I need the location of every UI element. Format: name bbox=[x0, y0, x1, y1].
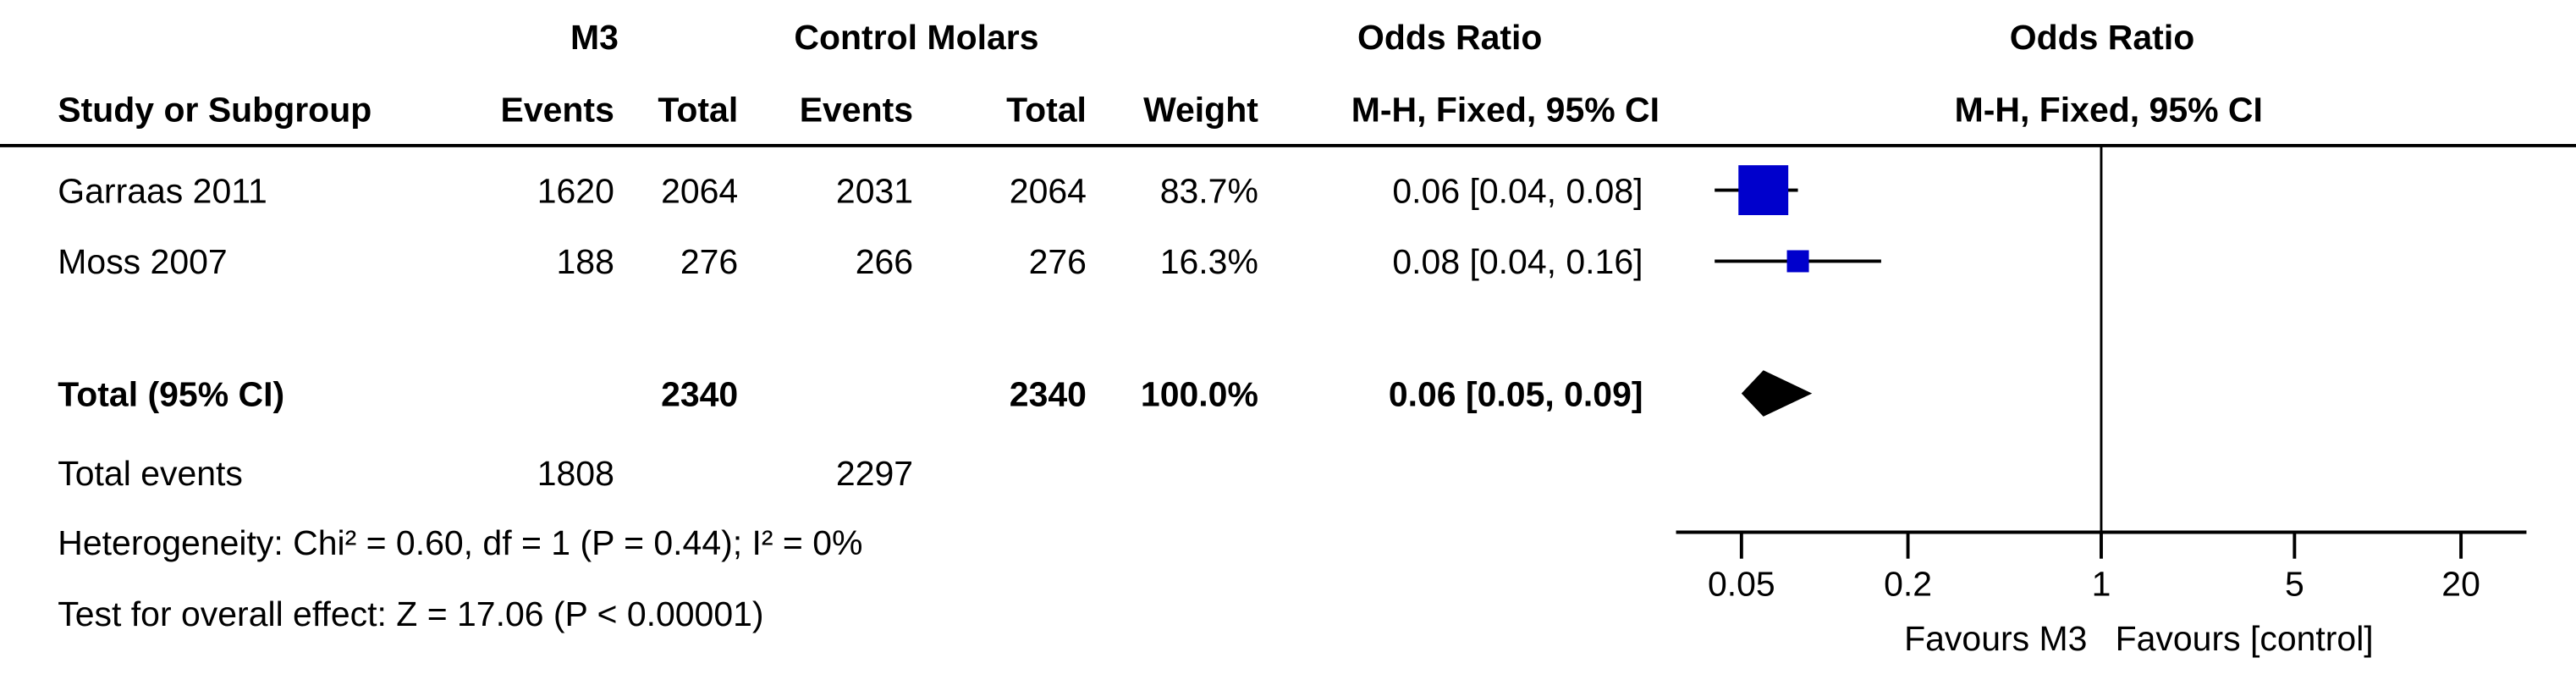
column-header: Events bbox=[501, 91, 614, 130]
x-tick-label: 20 bbox=[2441, 565, 2480, 604]
cell-text: 1808 bbox=[537, 454, 614, 493]
x-tick-label: 5 bbox=[2285, 565, 2304, 604]
cell-text: 0.08 [0.04, 0.16] bbox=[1392, 242, 1643, 281]
cell-text: 276 bbox=[680, 242, 738, 281]
cell-text: 16.3% bbox=[1160, 242, 1258, 281]
cell-text: 2031 bbox=[836, 171, 913, 210]
column-header: Events bbox=[800, 91, 913, 130]
cell-text: 0.06 [0.04, 0.08] bbox=[1392, 171, 1643, 210]
group-header: Control Molars bbox=[794, 18, 1038, 57]
column-header: Weight bbox=[1143, 91, 1258, 130]
effect-box bbox=[1738, 165, 1789, 216]
cell-text: 2297 bbox=[836, 454, 913, 493]
x-tick-label: 0.2 bbox=[1884, 565, 1932, 604]
cell-text: 266 bbox=[856, 242, 913, 281]
study-name: Garraas 2011 bbox=[58, 171, 267, 210]
group-header: Odds Ratio bbox=[2010, 18, 2195, 57]
total-name: Total (95% CI) bbox=[58, 374, 284, 413]
x-tick-label: 1 bbox=[2092, 565, 2111, 604]
total-events-name: Total events bbox=[58, 454, 243, 493]
overall-effect-note: Test for overall effect: Z = 17.06 (P < … bbox=[58, 594, 763, 633]
x-tick-label: 0.05 bbox=[1708, 565, 1775, 604]
cell-text: 2340 bbox=[661, 374, 738, 413]
column-header: Total bbox=[658, 91, 738, 130]
effect-box bbox=[1786, 250, 1809, 273]
axis-label: Favours M3 bbox=[1904, 619, 2087, 658]
heterogeneity-note: Heterogeneity: Chi² = 0.60, df = 1 (P = … bbox=[58, 523, 862, 562]
cell-text: 2064 bbox=[661, 171, 738, 210]
summary-diamond bbox=[1741, 370, 1813, 417]
cell-text: 0.06 [0.05, 0.09] bbox=[1389, 374, 1643, 413]
column-header: M-H, Fixed, 95% CI bbox=[1351, 91, 1660, 130]
group-header: Odds Ratio bbox=[1357, 18, 1543, 57]
column-header: Study or Subgroup bbox=[58, 91, 372, 130]
cell-text: 276 bbox=[1029, 242, 1087, 281]
study-name: Moss 2007 bbox=[58, 242, 227, 281]
axis-label: Favours [control] bbox=[2116, 619, 2374, 658]
group-header: M3 bbox=[570, 18, 619, 57]
column-header: Total bbox=[1006, 91, 1087, 130]
cell-text: 188 bbox=[557, 242, 614, 281]
cell-text: 83.7% bbox=[1160, 171, 1258, 210]
cell-text: 1620 bbox=[537, 171, 614, 210]
cell-text: 2340 bbox=[1010, 374, 1087, 413]
cell-text: 100.0% bbox=[1141, 374, 1258, 413]
cell-text: 2064 bbox=[1010, 171, 1087, 210]
column-header: M-H, Fixed, 95% CI bbox=[1955, 91, 2263, 130]
